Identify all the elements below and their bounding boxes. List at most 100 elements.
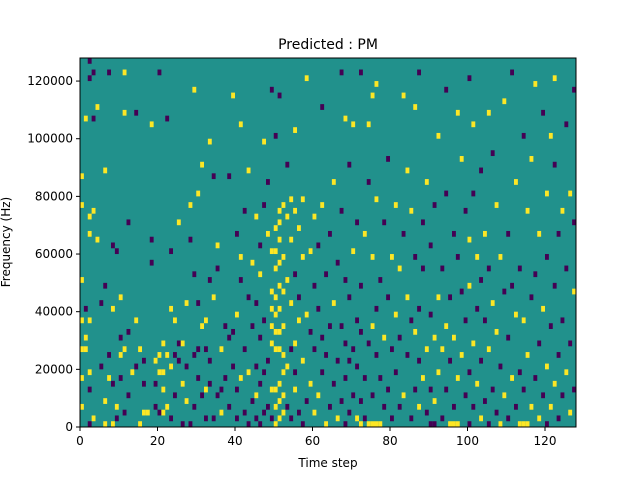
heatmap-cell <box>114 248 119 255</box>
heatmap-cell <box>405 167 410 174</box>
heatmap-cell <box>300 357 305 364</box>
heatmap-cell <box>130 369 135 376</box>
heatmap-cell <box>529 403 534 410</box>
heatmap-cell <box>409 317 414 324</box>
heatmap-cell <box>273 132 278 139</box>
heatmap-cell <box>149 236 154 243</box>
heatmap-cell <box>444 86 449 93</box>
heatmap-cell <box>161 386 166 393</box>
heatmap-cell <box>444 323 449 329</box>
heatmap-cell <box>285 161 290 168</box>
heatmap-cell <box>80 346 84 353</box>
heatmap-cell <box>390 346 394 353</box>
heatmap-cell <box>413 386 418 393</box>
heatmap-cell <box>572 219 577 226</box>
heatmap-cell <box>262 369 267 376</box>
heatmap-cell <box>529 156 534 162</box>
heatmap-cell <box>103 282 108 289</box>
heatmap-cell <box>382 403 387 410</box>
heatmap-cell <box>424 409 429 416</box>
heatmap-cell <box>448 357 453 364</box>
heatmap-cell <box>432 398 437 404</box>
heatmap-cell <box>479 357 484 364</box>
heatmap-cell <box>297 409 301 416</box>
heatmap-cell <box>359 328 363 335</box>
heatmap-cell <box>91 115 96 122</box>
heatmap-cell <box>486 265 491 272</box>
heatmap-cell <box>269 323 274 329</box>
heatmap-cell <box>289 236 294 243</box>
heatmap-cell <box>238 277 243 283</box>
y-tick-label: 20000 <box>35 362 73 376</box>
heatmap-cell <box>192 403 197 410</box>
heatmap-cell <box>378 421 383 427</box>
heatmap-cell <box>409 207 414 214</box>
heatmap-cell <box>397 403 402 410</box>
heatmap-cell <box>347 409 352 416</box>
heatmap-cell <box>417 357 422 364</box>
heatmap-cell <box>564 369 569 376</box>
heatmap-cell <box>277 328 282 335</box>
heatmap-cell <box>370 92 375 99</box>
heatmap-cell <box>266 179 270 185</box>
heatmap-cell <box>281 254 286 260</box>
heatmap-cell <box>204 346 208 353</box>
heatmap-cell <box>401 230 406 237</box>
heatmap-cell <box>269 288 274 295</box>
y-tick-label: 100000 <box>27 132 73 146</box>
heatmap-cell <box>111 305 115 312</box>
heatmap-cell <box>510 375 515 381</box>
heatmap-cell <box>362 415 367 422</box>
heatmap-cell <box>107 352 112 358</box>
heatmap-cell <box>366 421 371 427</box>
heatmap-cell <box>269 386 274 393</box>
heatmap-cell <box>161 340 166 347</box>
heatmap-cell <box>486 421 491 427</box>
heatmap-cell <box>122 346 127 353</box>
heatmap-cell <box>169 415 174 422</box>
heatmap-cell <box>176 219 181 226</box>
heatmap-cell <box>479 277 484 283</box>
heatmap-cell <box>293 207 298 214</box>
heatmap-cell <box>424 179 429 185</box>
heatmap-cell <box>180 340 185 347</box>
x-tick-label: 20 <box>150 434 165 448</box>
heatmap-cell <box>366 121 371 128</box>
heatmap-cell <box>91 207 96 214</box>
heatmap-cell <box>533 81 538 87</box>
heatmap-cell <box>486 346 491 353</box>
heatmap-cell <box>277 305 282 312</box>
heatmap-cell <box>281 369 286 376</box>
heatmap-cell <box>204 415 208 422</box>
heatmap-cell <box>533 271 538 278</box>
heatmap-cell <box>254 300 259 306</box>
heatmap-cell <box>374 196 379 203</box>
heatmap-cell <box>428 421 433 427</box>
heatmap-cell <box>525 352 530 358</box>
heatmap-cell <box>355 219 360 226</box>
heatmap-cell <box>153 357 158 364</box>
heatmap-cell <box>359 282 363 289</box>
heatmap-cell <box>176 357 181 364</box>
heatmap-cell <box>196 190 201 197</box>
heatmap-cell <box>560 392 565 399</box>
heatmap-cell <box>285 363 290 370</box>
heatmap-cell <box>521 317 526 324</box>
heatmap-cell <box>483 317 487 324</box>
heatmap-cell <box>83 334 88 341</box>
heatmap-cell <box>564 265 569 272</box>
heatmap-cell <box>258 334 263 341</box>
heatmap-cell <box>335 415 340 422</box>
heatmap-cell <box>498 421 503 427</box>
heatmap-cell <box>324 421 329 427</box>
heatmap-cell <box>289 196 294 203</box>
y-axis: 0 20000 40000 60000 80000 100000 120000 <box>27 74 80 434</box>
heatmap-cell <box>436 294 441 301</box>
heatmap-cell <box>169 363 174 370</box>
heatmap-cell <box>184 363 189 370</box>
heatmap-cell <box>262 202 267 208</box>
heatmap-cell <box>211 173 216 180</box>
heatmap-cell <box>273 311 278 318</box>
heatmap-cell <box>200 161 205 168</box>
y-tick-label: 80000 <box>35 189 73 203</box>
